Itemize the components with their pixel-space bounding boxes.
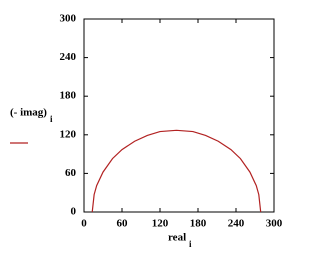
x-tick-label: 60 xyxy=(117,218,129,230)
x-axis-label-subscript: i xyxy=(189,239,192,249)
data-line xyxy=(91,129,262,213)
x-tick-label: 120 xyxy=(152,218,169,230)
x-tick-label: 240 xyxy=(228,218,245,230)
y-tick-label: 300 xyxy=(60,13,77,25)
chart: (- imag) i real i 0 60 120 180 240 300 0 60 120 1… xyxy=(10,13,283,249)
plot-frame xyxy=(83,18,275,213)
y-axis-label: (- imag) xyxy=(10,107,47,119)
x-tick-label: 300 xyxy=(266,218,283,230)
y-tick-label: 120 xyxy=(60,128,77,140)
x-tick-label: 180 xyxy=(190,218,207,230)
y-axis-label-subscript: i xyxy=(50,114,53,124)
y-tick-label: 60 xyxy=(65,167,77,179)
y-tick-label: 0 xyxy=(71,206,77,218)
y-tick-label: 240 xyxy=(60,51,77,63)
y-tick-label: 180 xyxy=(60,90,77,102)
x-axis-label: real xyxy=(168,232,186,244)
x-tick-label: 0 xyxy=(81,218,87,230)
